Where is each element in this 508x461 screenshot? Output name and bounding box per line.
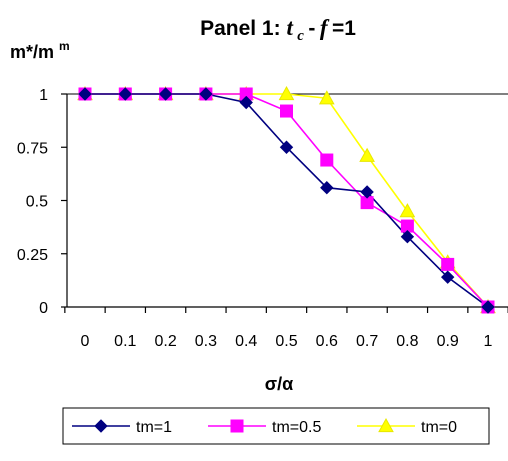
legend-marker-diamond bbox=[94, 419, 108, 433]
data-point-diamond bbox=[320, 181, 334, 195]
chart-title-t: t bbox=[286, 15, 293, 40]
x-tick-label: 0.8 bbox=[396, 333, 418, 350]
series-line-diamond bbox=[85, 93, 489, 308]
y-tick-label: 0 bbox=[39, 300, 48, 317]
y-axis-label-sup: m bbox=[59, 39, 70, 53]
chart-title-dash: - bbox=[308, 17, 315, 40]
chart-title-t-sub: c bbox=[297, 28, 304, 44]
series-line-square bbox=[85, 93, 489, 308]
legend-items: tm=1 tm=0.5 tm=0 bbox=[72, 417, 457, 436]
data-point-triangle bbox=[278, 85, 295, 101]
data-point-diamond bbox=[199, 87, 213, 101]
legend-marker-triangle bbox=[378, 417, 394, 433]
legend-label: tm=0 bbox=[421, 419, 457, 436]
chart-title: Panel 1: t c - f =1 bbox=[200, 15, 356, 44]
series-layer bbox=[77, 85, 496, 314]
data-point-diamond bbox=[400, 230, 415, 244]
data-point-square bbox=[441, 257, 455, 271]
chart-title-prefix: Panel 1: bbox=[200, 17, 286, 40]
x-tick-label: 0.7 bbox=[356, 333, 378, 350]
x-tick-label: 0 bbox=[81, 333, 90, 350]
x-tick-label: 0.9 bbox=[437, 333, 459, 350]
x-axis-label: σ/α bbox=[265, 374, 293, 394]
chart-title-suffix: =1 bbox=[332, 17, 356, 40]
data-point-diamond bbox=[279, 140, 294, 154]
x-tick-label: 0.2 bbox=[154, 333, 176, 350]
x-tick-label: 1 bbox=[484, 333, 493, 350]
legend-label: tm=0.5 bbox=[272, 419, 321, 436]
x-tick-label: 0.1 bbox=[114, 333, 136, 350]
y-axis-label-base: m*/m bbox=[10, 42, 54, 62]
legend-marker-square bbox=[230, 419, 244, 433]
legend-label: tm=1 bbox=[136, 419, 172, 436]
legend-box bbox=[62, 407, 490, 445]
data-point-diamond bbox=[78, 87, 92, 101]
x-tick-label: 0.5 bbox=[275, 333, 297, 350]
data-point-diamond bbox=[239, 95, 253, 110]
chart-title-f: f bbox=[320, 15, 330, 40]
x-tick-label: 0.3 bbox=[195, 333, 217, 350]
y-tick-label: 0.5 bbox=[26, 194, 48, 211]
data-point-diamond bbox=[360, 185, 374, 199]
data-point-diamond bbox=[481, 300, 495, 314]
y-tick-label: 1 bbox=[39, 87, 48, 104]
y-ticks: 0 0.25 0.5 0.75 1 bbox=[17, 87, 67, 317]
data-point-square bbox=[280, 104, 293, 118]
x-ticks: 0 0.1 0.2 0.3 0.4 0.5 0.6 0.7 0.8 0.9 1 bbox=[64, 307, 508, 350]
data-point-diamond bbox=[158, 87, 173, 101]
data-point-diamond bbox=[440, 270, 455, 284]
y-tick-label: 0.75 bbox=[17, 140, 48, 157]
y-tick-label: 0.25 bbox=[17, 247, 48, 264]
data-point-triangle bbox=[399, 203, 416, 218]
data-point-triangle bbox=[318, 90, 335, 105]
series-line-triangle bbox=[85, 93, 489, 308]
y-axis-label: m*/m m bbox=[10, 39, 70, 62]
data-point-diamond bbox=[118, 87, 133, 101]
data-point-square bbox=[320, 153, 334, 167]
x-tick-label: 0.6 bbox=[316, 333, 338, 350]
legend: tm=1 tm=0.5 tm=0 bbox=[62, 407, 490, 445]
data-point-triangle bbox=[359, 147, 375, 162]
x-tick-label: 0.4 bbox=[235, 333, 257, 350]
